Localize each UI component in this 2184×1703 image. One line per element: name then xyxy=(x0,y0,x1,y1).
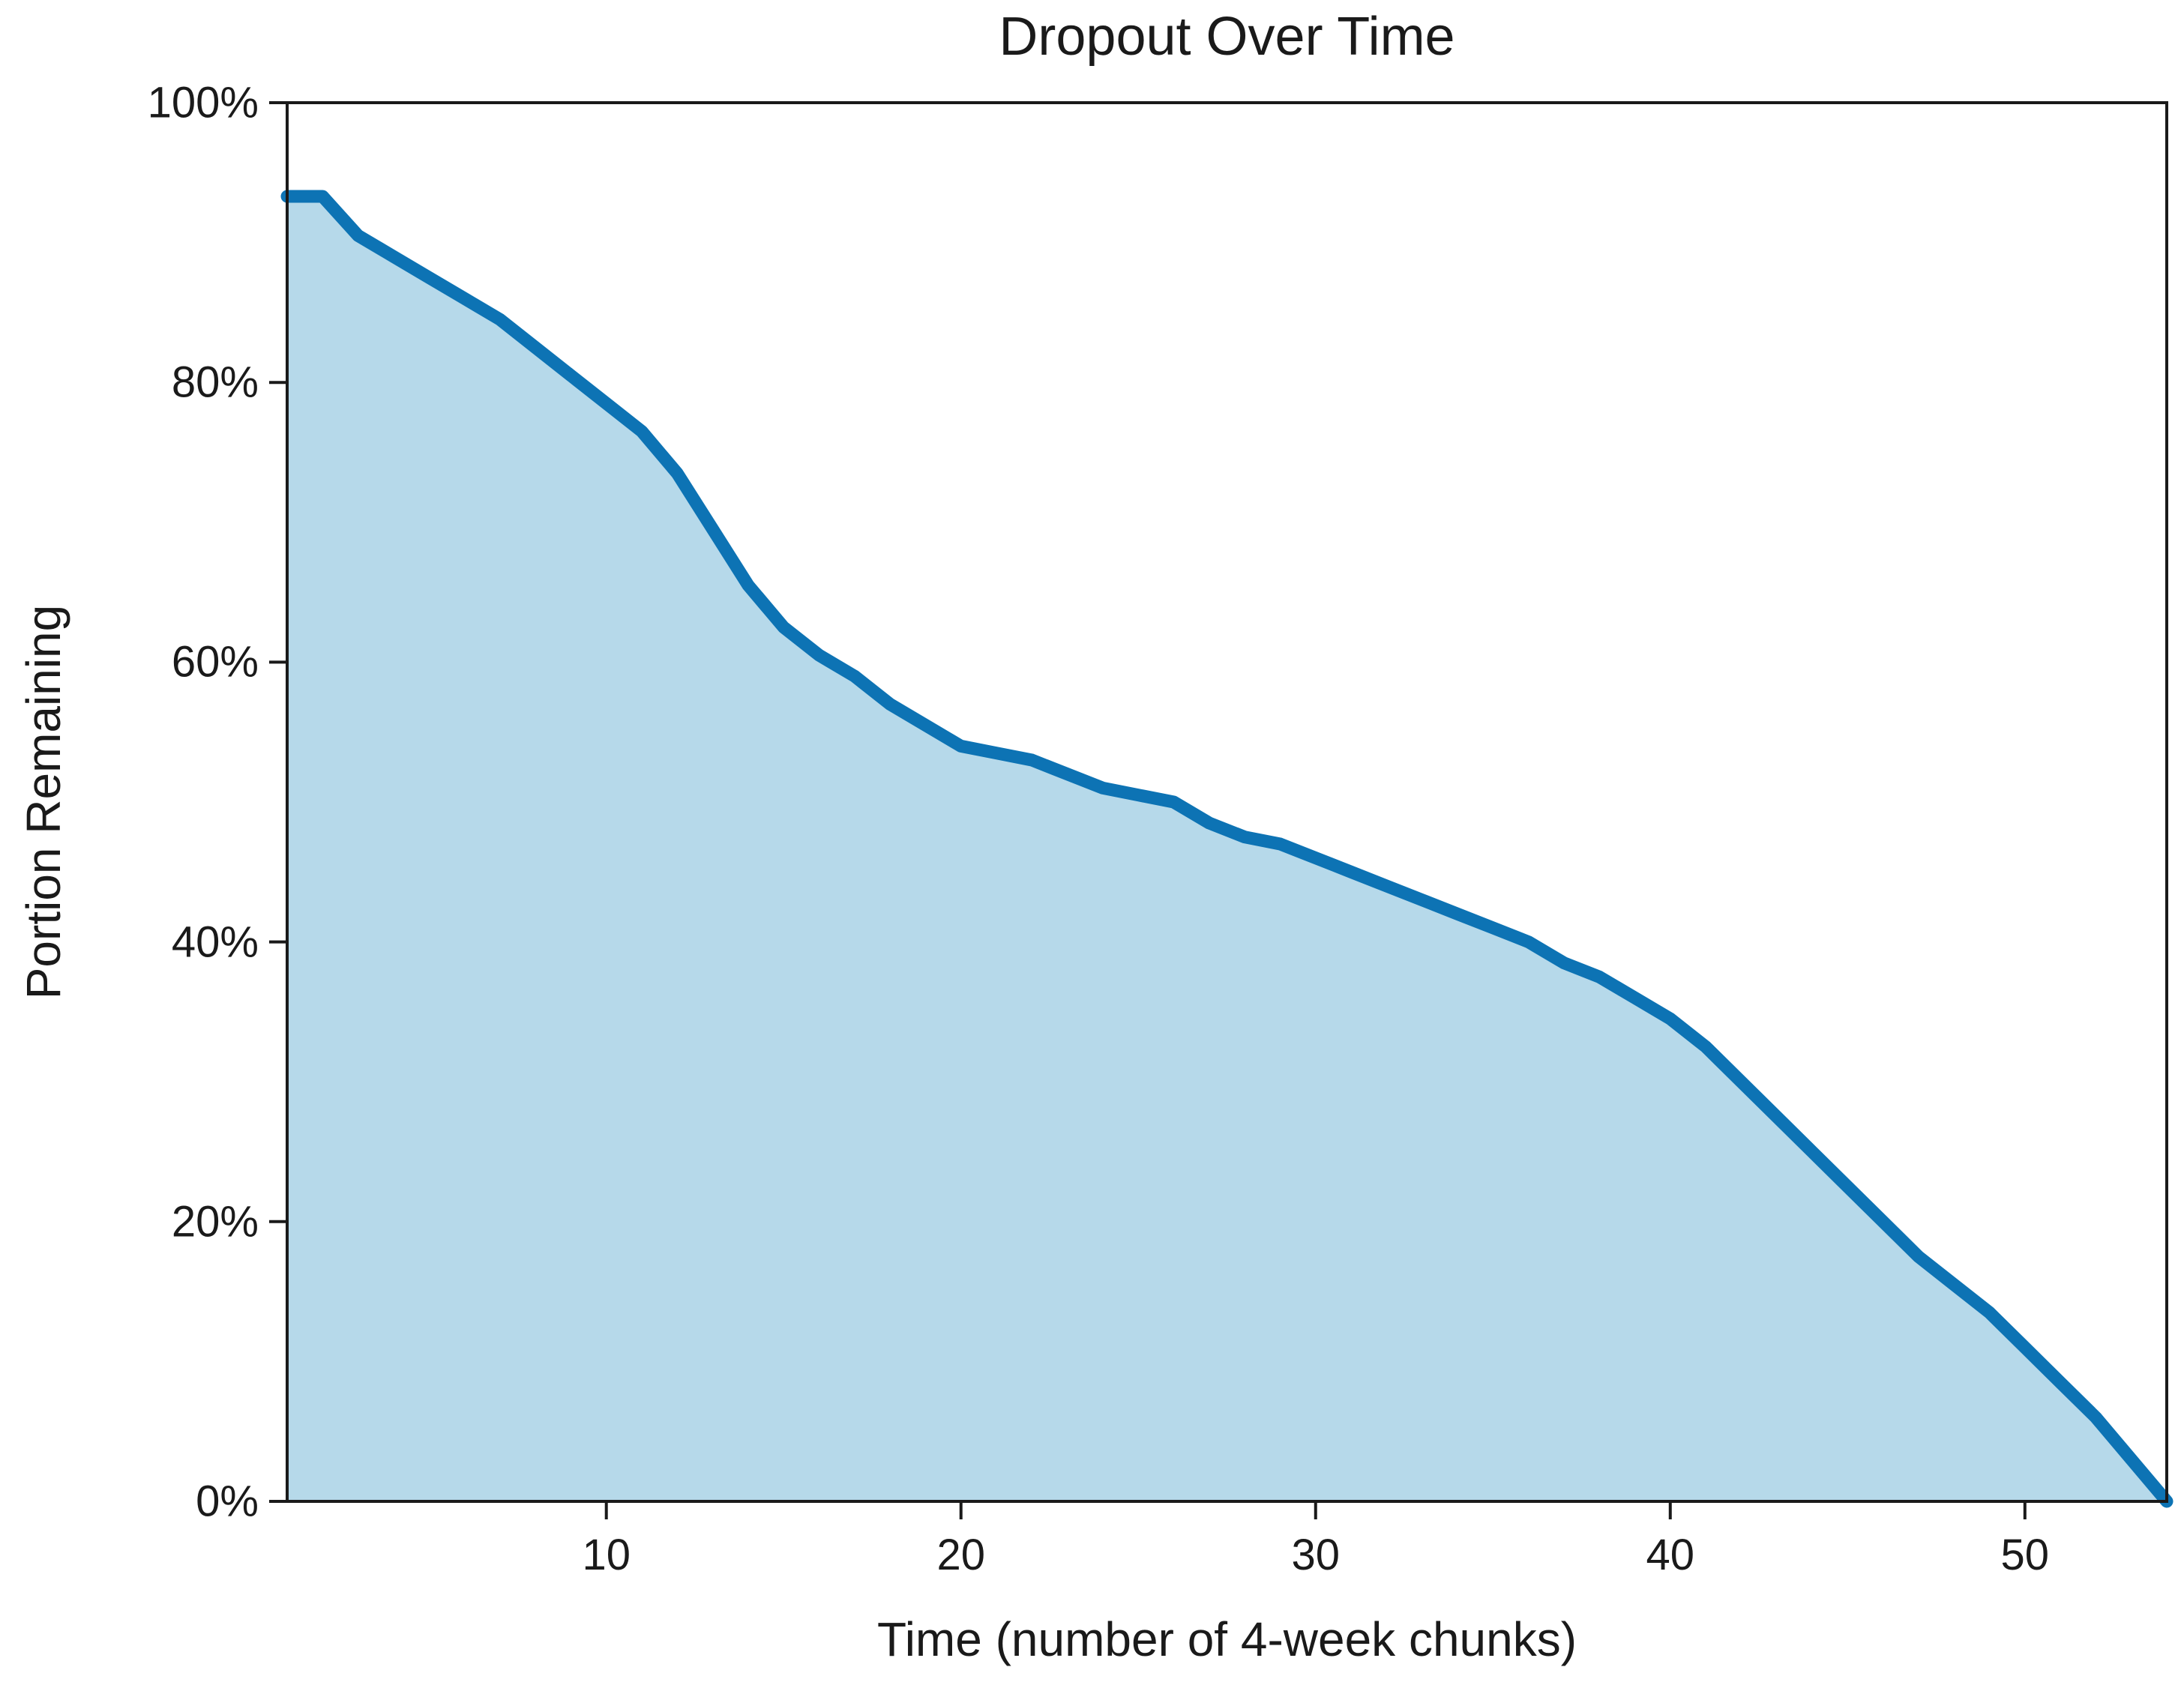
x-tick-label-10: 10 xyxy=(582,1531,631,1579)
x-tick-label-40: 40 xyxy=(1646,1531,1695,1579)
y-tick-label-80: 80% xyxy=(171,358,259,407)
axis-ticks xyxy=(269,101,2027,1519)
x-tick-label-30: 30 xyxy=(1291,1531,1341,1579)
y-tick-label-0: 0% xyxy=(196,1477,259,1526)
chart-title: Dropout Over Time xyxy=(999,7,1455,67)
y-tick-label-20: 20% xyxy=(171,1197,259,1247)
y-tick-label-100: 100% xyxy=(147,78,259,127)
y-tick-label-40: 40% xyxy=(171,917,259,967)
x-tick-label-20: 20 xyxy=(936,1531,985,1579)
y-tick-label-60: 60% xyxy=(171,637,259,687)
y-axis-label-text: Portion Remaining xyxy=(16,604,70,1000)
plot-border xyxy=(286,101,2168,1503)
x-tick-label-50: 50 xyxy=(2000,1531,2050,1579)
x-axis-label: Time (number of 4-week chunks) xyxy=(876,1612,1577,1666)
area-fill xyxy=(287,196,2167,1501)
survival-curve-line xyxy=(280,190,2174,1508)
